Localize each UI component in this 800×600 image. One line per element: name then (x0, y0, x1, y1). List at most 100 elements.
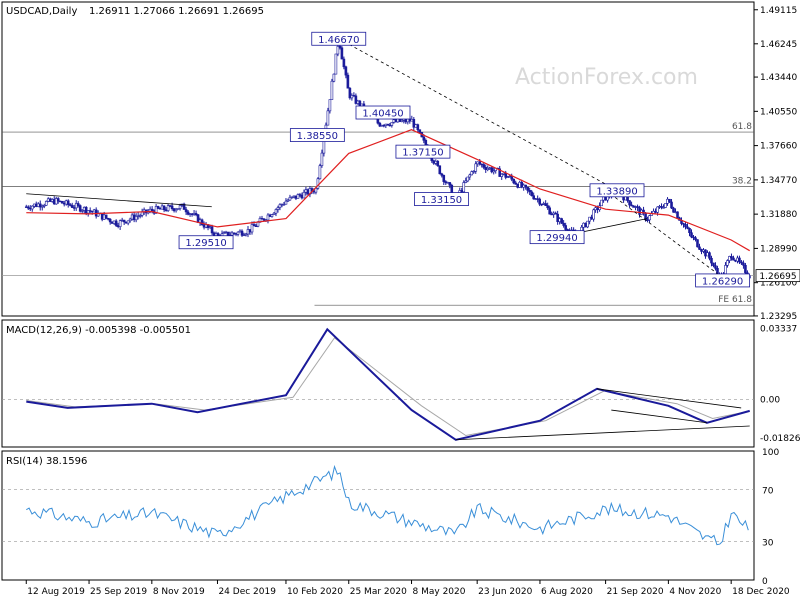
price-tick-label-5: 1.34770 (760, 176, 797, 186)
candle-body-323 (670, 201, 673, 209)
price-tick-label-4: 1.37660 (760, 142, 797, 152)
date-tick-label-5: 25 Mar 2020 (350, 587, 407, 597)
candle-body-109 (242, 234, 246, 237)
price-tick-label-8: 1.26100 (760, 279, 797, 289)
candle-body-250 (524, 184, 527, 188)
candle-body-80 (184, 209, 188, 213)
price-tick-label-3: 1.40550 (760, 107, 797, 117)
candle-body-156 (336, 46, 340, 55)
candle-body-334 (692, 236, 695, 239)
current-price-label: 1.26695 (759, 272, 796, 282)
price-tick-label-9: 1.23295 (760, 312, 797, 322)
macd-layer (2, 327, 754, 441)
price-panel-frame (1, 1, 755, 317)
axes-layer: 1.49115 1.46245 1.43440 1.40550 1.37660 1.347… (25, 6, 800, 597)
candle-body-114 (252, 224, 256, 227)
candle-body-41 (106, 217, 110, 220)
candle-body-208 (440, 173, 444, 176)
candle-body-121 (266, 214, 270, 221)
candle-body-351 (726, 260, 729, 266)
candle-body-139 (302, 192, 306, 199)
candle-body-333 (690, 232, 693, 238)
candle-body-302 (628, 200, 631, 206)
candle-body-127 (278, 204, 282, 208)
candle-body-155 (334, 53, 338, 75)
macd-trendline-2 (611, 409, 707, 424)
candle-body-335 (694, 237, 697, 240)
candle-body-148 (320, 152, 324, 166)
date-tick-label-8: 6 Aug 2020 (541, 587, 593, 597)
candle-body-227 (478, 161, 482, 165)
macd-tick-label-2: -0.018262 (760, 434, 800, 444)
price-layer: 61.8 38.2 FE 61.8 1.46670 1.38550 1.40450 1.37… (2, 31, 754, 306)
candle-body-207 (438, 165, 442, 175)
date-tick-label-3: 24 Dec 2019 (218, 587, 276, 597)
candle-body-57 (138, 215, 142, 217)
candle-body-75 (174, 209, 178, 212)
candle-body-212 (448, 182, 452, 186)
date-tick-label-9: 21 Sep 2020 (607, 587, 664, 597)
candle-body-209 (442, 175, 446, 182)
candle-body-241 (506, 176, 510, 178)
rsi-layer (2, 464, 754, 546)
candle-body-245 (514, 182, 518, 185)
candle-body-210 (444, 181, 448, 183)
candle-body-229 (482, 164, 486, 168)
ohlc-values: 1.26911 1.27066 1.26691 1.26695 (89, 6, 264, 17)
candle-body-28 (80, 210, 84, 212)
candle-body-106 (236, 231, 240, 235)
candle-body-254 (532, 195, 535, 200)
candle-body-206 (436, 160, 440, 167)
candle-body-22 (68, 204, 72, 206)
price-tick-label-2: 1.43440 (760, 73, 797, 83)
candle-body-49 (122, 219, 126, 223)
price-annotation-box-2 (355, 105, 411, 120)
level-label-2: FE 61.8 (718, 295, 752, 305)
candle-body-110 (244, 233, 248, 236)
price-tick-label-1: 1.46245 (760, 40, 797, 50)
candle-body-55 (134, 216, 138, 221)
price-tick-label-7: 1.28990 (760, 244, 797, 254)
candle-body-331 (686, 226, 689, 229)
price-annotation-box-5 (178, 235, 234, 250)
candle-body-281 (586, 220, 589, 228)
candle-body-266 (556, 213, 559, 222)
candle-body-233 (490, 167, 494, 173)
candle-body-181 (386, 123, 390, 126)
candle-body-284 (592, 209, 595, 220)
candle-body-252 (528, 190, 531, 193)
candle-body-165 (354, 95, 358, 104)
candle-body-1 (26, 206, 30, 209)
candle-body-132 (288, 196, 292, 201)
candle-body-353 (730, 256, 733, 259)
price-annotation-6: 1.29940 (536, 233, 577, 244)
moving-average-line (26, 129, 751, 252)
candle-body-66 (156, 206, 160, 209)
candle-body-131 (286, 199, 290, 202)
candle-body-343 (710, 257, 713, 264)
candle-body-145 (314, 188, 318, 193)
candle-body-119 (262, 218, 266, 221)
candle-body-225 (474, 163, 478, 172)
candle-body-51 (126, 220, 130, 224)
candle-body-9 (42, 204, 46, 207)
watermark: ActionForex.com (515, 65, 698, 90)
candle-body-27 (78, 205, 82, 212)
candle-body-73 (170, 205, 174, 209)
rsi-title: RSI(14) 38.1596 (6, 456, 87, 467)
candle-body-161 (346, 74, 350, 89)
candle-body-116 (256, 221, 260, 227)
candle-body-158 (340, 47, 344, 60)
candle-body-352 (728, 256, 731, 261)
candle-body-329 (682, 223, 685, 225)
date-tick-label-10: 4 Nov 2020 (669, 587, 721, 597)
candle-body-222 (468, 174, 472, 178)
candle-body-63 (150, 208, 154, 212)
level-label-1: 38.2 (732, 177, 752, 187)
candle-body-330 (684, 224, 687, 228)
candle-body-99 (222, 232, 226, 235)
rsi-tick-label-3: 0 (762, 577, 768, 587)
date-tick-label-1: 25 Sep 2019 (90, 587, 147, 597)
rsi-tick-label-2: 30 (762, 538, 774, 548)
